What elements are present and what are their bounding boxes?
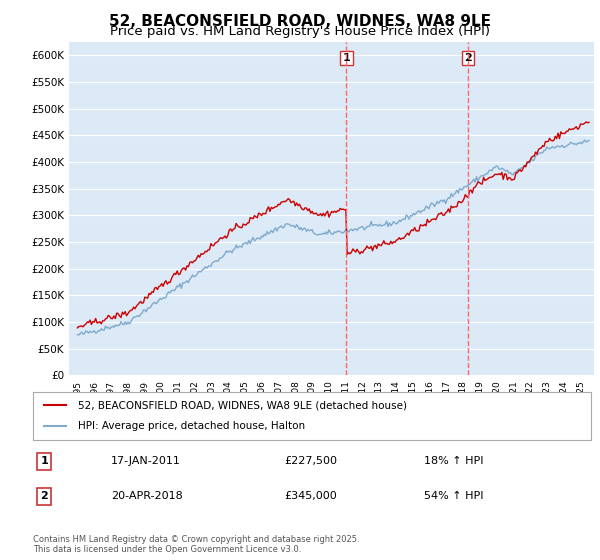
Text: 18% ↑ HPI: 18% ↑ HPI	[424, 456, 483, 466]
Text: 20-APR-2018: 20-APR-2018	[111, 491, 183, 501]
Text: 17-JAN-2011: 17-JAN-2011	[111, 456, 181, 466]
Text: £227,500: £227,500	[284, 456, 337, 466]
Text: 52, BEACONSFIELD ROAD, WIDNES, WA8 9LE: 52, BEACONSFIELD ROAD, WIDNES, WA8 9LE	[109, 14, 491, 29]
Text: 2: 2	[464, 53, 472, 63]
Text: 52, BEACONSFIELD ROAD, WIDNES, WA8 9LE (detached house): 52, BEACONSFIELD ROAD, WIDNES, WA8 9LE (…	[77, 400, 407, 410]
Text: Contains HM Land Registry data © Crown copyright and database right 2025.
This d: Contains HM Land Registry data © Crown c…	[33, 535, 359, 554]
Text: 1: 1	[343, 53, 350, 63]
Text: 2: 2	[40, 491, 48, 501]
Text: 1: 1	[40, 456, 48, 466]
Text: £345,000: £345,000	[284, 491, 337, 501]
Text: HPI: Average price, detached house, Halton: HPI: Average price, detached house, Halt…	[77, 421, 305, 431]
Text: 54% ↑ HPI: 54% ↑ HPI	[424, 491, 483, 501]
Text: Price paid vs. HM Land Registry's House Price Index (HPI): Price paid vs. HM Land Registry's House …	[110, 25, 490, 38]
